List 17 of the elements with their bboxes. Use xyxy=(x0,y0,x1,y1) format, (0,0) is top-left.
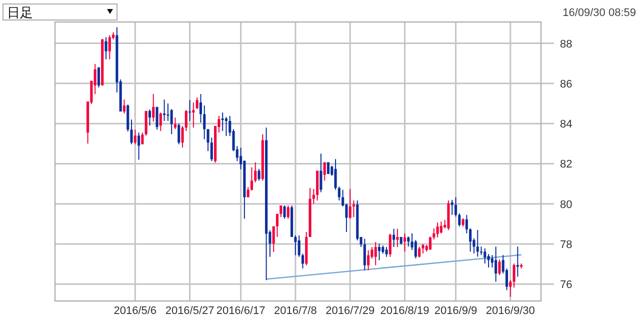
x-tick-label: 2016/5/27 xyxy=(165,305,214,317)
y-tick-label: 82 xyxy=(560,158,572,171)
x-tick-label: 2016/6/17 xyxy=(216,305,266,317)
y-tick-label: 86 xyxy=(560,78,572,90)
y-tick-label: 80 xyxy=(560,198,572,211)
x-tick-label: 2016/7/8 xyxy=(274,305,317,317)
y-tick-label: 84 xyxy=(560,118,572,131)
x-tick-label: 2016/9/9 xyxy=(434,305,478,317)
y-tick-label: 76 xyxy=(560,279,572,292)
x-tick-label: 2016/8/19 xyxy=(380,305,430,317)
text: 16/09/30 08:59 xyxy=(562,7,636,19)
text: 日足 xyxy=(7,5,33,20)
x-tick-label: 2016/5/6 xyxy=(114,305,157,317)
x-tick-label: 2016/7/29 xyxy=(326,305,375,317)
x-tick-label: 2016/9/30 xyxy=(486,305,535,317)
y-tick-label: 88 xyxy=(560,38,572,50)
y-tick-label: 78 xyxy=(560,238,572,251)
